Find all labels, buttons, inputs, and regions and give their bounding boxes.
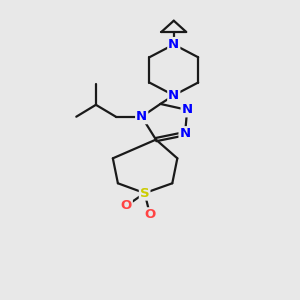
- Text: N: N: [168, 89, 179, 102]
- Text: N: N: [168, 38, 179, 51]
- Text: O: O: [121, 200, 132, 212]
- Text: O: O: [144, 208, 156, 221]
- Text: N: N: [182, 103, 193, 116]
- Text: N: N: [136, 110, 147, 123]
- Text: N: N: [179, 127, 191, 140]
- Text: S: S: [140, 187, 149, 200]
